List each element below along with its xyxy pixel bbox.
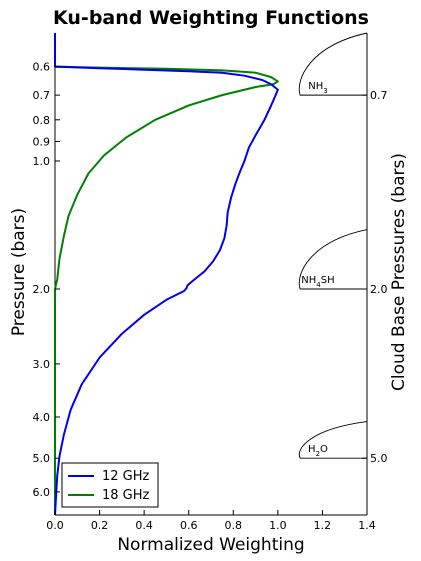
legend-entry: 18 GHz (102, 488, 150, 503)
x-axis-label: Normalized Weighting (117, 535, 304, 555)
y-axis-ticks: 0.6 0.7 0.8 0.9 1.0 2.0 3.0 4.0 5.0 6.0 (33, 61, 60, 499)
cloud-layer-label: H2O (308, 444, 328, 458)
x-tick-label: 1.0 (269, 519, 287, 532)
x-tick-label: 0.6 (180, 519, 198, 532)
chart-title: Ku-band Weighting Functions (53, 7, 369, 29)
cloud-layer-curve (298, 421, 368, 459)
right-axis-label: Cloud Base Pressures (bars) (389, 153, 409, 391)
legend-box (61, 462, 159, 508)
cloud-layer-label: NH3 (308, 81, 327, 95)
right-axis-ticks: 0.7 2.0 5.0 (362, 89, 388, 465)
x-tick-label: 0.0 (46, 519, 64, 532)
series-line (54, 33, 279, 516)
x-tick-label: 1.4 (358, 519, 376, 532)
x-tick-label: 1.2 (314, 519, 332, 532)
right-tick-label: 0.7 (370, 89, 388, 102)
y-tick-label: 3.0 (33, 358, 51, 371)
y-tick-label: 0.6 (33, 61, 51, 74)
series-lines (54, 33, 279, 516)
y-tick-label: 6.0 (33, 486, 51, 499)
cloud-layer-curve (298, 32, 368, 96)
right-tick-label: 5.0 (370, 452, 388, 465)
y-tick-label: 5.0 (33, 452, 51, 465)
y-tick-label: 0.9 (33, 136, 51, 149)
x-tick-label: 0.4 (135, 519, 153, 532)
y-tick-label: 0.7 (33, 89, 51, 102)
y-axis-label: Pressure (bars) (9, 208, 29, 336)
y-tick-label: 4.0 (33, 411, 51, 424)
x-tick-label: 0.2 (91, 519, 109, 532)
right-tick-label: 2.0 (370, 283, 388, 296)
x-axis-ticks: 0.0 0.2 0.4 0.6 0.8 1.0 1.2 1.4 (46, 510, 376, 532)
x-tick-label: 0.8 (225, 519, 243, 532)
legend-entry: 12 GHz (102, 469, 150, 484)
series-line (54, 33, 279, 515)
y-tick-label: 0.8 (33, 114, 51, 127)
cloud-layer-label: NH4SH (301, 275, 334, 289)
legend: 12 GHz 18 GHz (61, 462, 159, 508)
y-tick-label: 1.0 (33, 155, 51, 168)
plot-frame (54, 33, 368, 516)
cloud-layers: NH3 NH4SH H2O (298, 32, 368, 459)
cloud-layer-curve (298, 229, 368, 290)
y-tick-label: 2.0 (33, 283, 51, 296)
